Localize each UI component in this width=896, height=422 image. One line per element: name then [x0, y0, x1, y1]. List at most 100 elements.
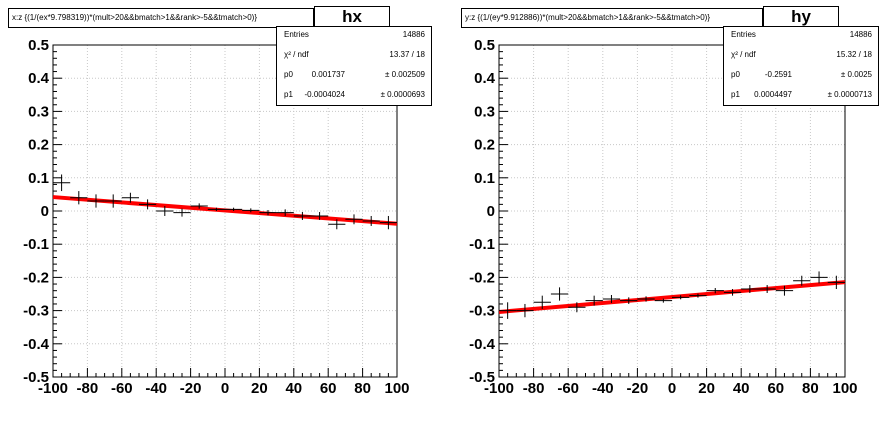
data-point [568, 302, 586, 313]
x-tick-label: -20 [180, 380, 202, 397]
y-tick-label: 0.5 [28, 37, 49, 54]
plot-hx: -100 -80 -60 -40 -20 0 20 40 60 80 100 -0.5 -0.4 -0.3… [23, 37, 409, 397]
data-point [121, 192, 139, 203]
x-tick-label: 20 [251, 380, 268, 397]
axis-ticks [498, 44, 846, 378]
stats-value: 0.0004497 [754, 90, 792, 99]
x-tick-label: -80 [77, 380, 99, 397]
data-point [620, 297, 638, 304]
data-point [87, 194, 105, 208]
stats-label: Entries [284, 30, 309, 39]
x-tick-label: 60 [320, 380, 337, 397]
data-point [293, 211, 311, 220]
y-tick-label: -0.2 [23, 269, 49, 286]
x-tick-label: 40 [733, 380, 750, 397]
data-point [104, 194, 122, 208]
x-tick-label: 60 [767, 380, 784, 397]
stats-value: 14886 [849, 30, 872, 39]
y-tick-label: -0.5 [469, 369, 495, 386]
data-point [741, 285, 759, 294]
y-tick-label: 0.2 [474, 137, 495, 154]
grid [52, 44, 398, 378]
stats-error: ± 0.002509 [385, 70, 425, 79]
y-tick-label: -0.3 [23, 303, 49, 320]
y-tick-label: 0.3 [474, 103, 495, 120]
data-point [689, 293, 707, 298]
title-text: x:z {(1/(ex*9.798319))*(mult>20&&bmatch>… [12, 13, 258, 22]
y-tick-label: 0 [487, 203, 495, 220]
data-point [53, 174, 71, 192]
data-point [793, 275, 811, 286]
data-point [173, 208, 191, 217]
histogram-name-hy: hy [763, 6, 839, 28]
x-tick-label: -40 [592, 380, 614, 397]
data-point [242, 208, 260, 213]
stats-value: 14886 [402, 30, 425, 39]
stats-value: -0.0004024 [304, 90, 345, 99]
data-point [499, 302, 517, 319]
stats-row-p1: p1 0.0004497 ± 0.0000713 [724, 84, 878, 106]
pad-title-hy: y:z {(1/(ey*9.912886))*(mult>20&&bmatch>… [461, 8, 763, 28]
x-tick-label: -80 [523, 380, 545, 397]
y-tick-label: -0.5 [23, 369, 49, 386]
x-tick-label: 100 [384, 380, 409, 397]
data-point [190, 203, 208, 209]
stats-row-chi2: χ² / ndf 13.37 / 18 [277, 44, 431, 66]
x-tick-label: 80 [802, 380, 819, 397]
data-point [259, 210, 277, 216]
x-tick-label: -40 [145, 380, 167, 397]
stats-row-p0: p0 0.001737 ± 0.002509 [277, 64, 431, 86]
histogram-name: hy [791, 7, 811, 26]
data-point [345, 214, 363, 225]
data-point [70, 191, 88, 205]
data-point [516, 303, 534, 318]
stats-row-chi2: χ² / ndf 15.32 / 18 [724, 44, 878, 66]
y-tick-label: -0.4 [23, 336, 50, 353]
data-point [362, 215, 380, 226]
stats-error: ± 0.0000713 [827, 90, 872, 99]
y-tick-label: 0.1 [474, 170, 495, 187]
data-point [706, 288, 724, 294]
stats-error: ± 0.0025 [840, 70, 872, 79]
x-tick-label: -20 [627, 380, 649, 397]
y-tick-label: -0.4 [469, 336, 496, 353]
data-point [758, 285, 776, 294]
stats-value: -0.2591 [764, 70, 792, 79]
y-tick-label: -0.2 [469, 269, 495, 286]
stats-row-p1: p1 -0.0004024 ± 0.0000693 [277, 84, 431, 106]
x-tick-label: 0 [221, 380, 229, 397]
data-point [311, 211, 329, 220]
x-tick-label: 100 [832, 380, 857, 397]
stats-value: 15.32 / 18 [836, 50, 872, 59]
stats-box-hy: Entries 14886 χ² / ndf 15.32 / 18 p0 -0.… [723, 26, 879, 106]
x-tick-label: 0 [668, 380, 676, 397]
stats-label: Entries [731, 30, 756, 39]
stats-row-entries: Entries 14886 [724, 24, 878, 46]
plot-hy: -100 -80 -60 -40 -20 0 20 40 60 80 100 -0.5 -0.4 -0.3… [469, 37, 857, 397]
data-point [225, 207, 243, 211]
data-point [672, 295, 690, 300]
stats-label: χ² / ndf [284, 50, 309, 59]
data-point [723, 289, 742, 296]
data-point [585, 295, 603, 306]
stats-error: ± 0.0000693 [380, 90, 425, 99]
data-point [602, 294, 621, 303]
y-tick-label: 0.4 [474, 70, 496, 87]
y-tick-label: 0.3 [28, 103, 49, 120]
stats-row-entries: Entries 14886 [277, 24, 431, 46]
x-tick-label: 40 [285, 380, 302, 397]
data-point [775, 285, 794, 296]
histogram-name: hx [342, 7, 362, 26]
y-tick-label: 0 [41, 203, 49, 220]
stats-label: χ² / ndf [731, 50, 756, 59]
title-text: y:z {(1/(ey*9.912886))*(mult>20&&bmatch>… [465, 13, 711, 22]
stats-label: p0 [731, 70, 740, 79]
axis-ticks [52, 44, 398, 378]
x-tick-label: -100 [38, 380, 68, 397]
data-point [379, 215, 397, 230]
x-tick-label: -100 [484, 380, 514, 397]
y-tick-label: -0.1 [469, 236, 495, 253]
x-tick-label: -60 [557, 380, 579, 397]
y-tick-label: -0.1 [23, 236, 49, 253]
